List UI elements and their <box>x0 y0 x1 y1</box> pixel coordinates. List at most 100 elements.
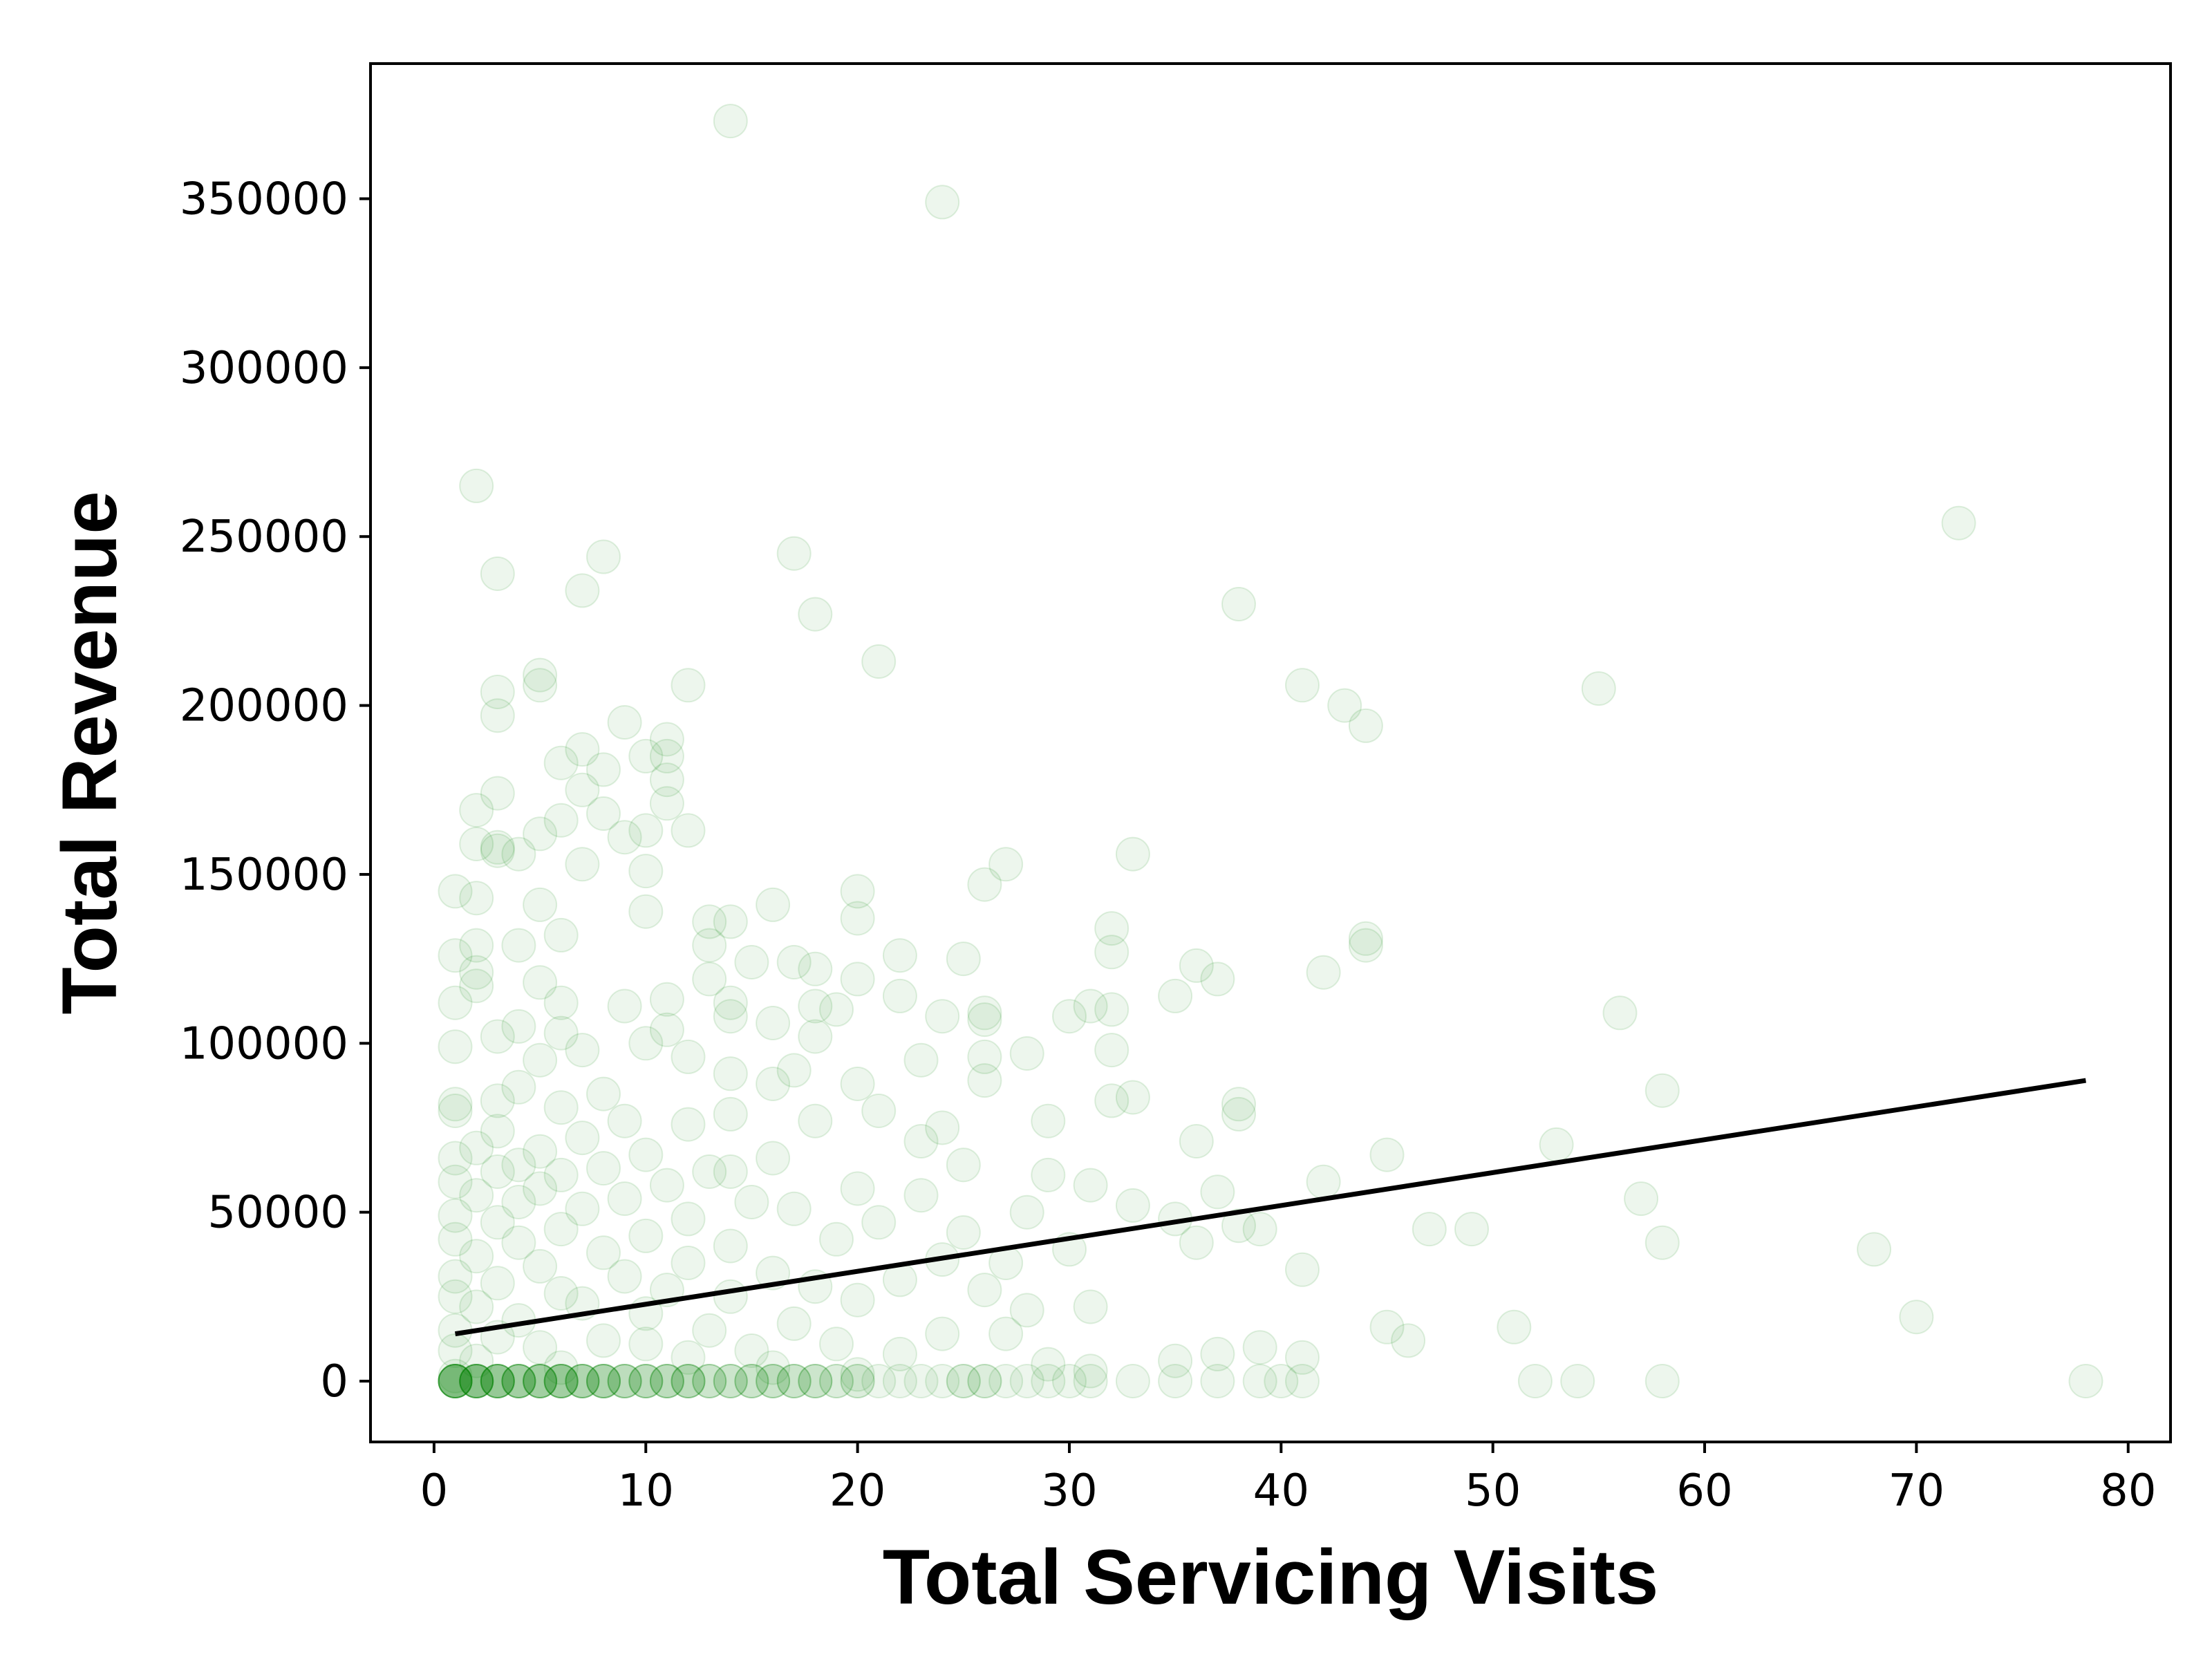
scatter-point <box>756 1364 791 1398</box>
scatter-point <box>438 1364 473 1398</box>
scatter-point <box>967 1364 1002 1398</box>
scatter-point <box>523 1364 558 1398</box>
scatter-point <box>946 941 981 977</box>
scatter-point <box>543 1364 579 1398</box>
scatter-point <box>671 1039 706 1074</box>
scatter-point <box>1369 1309 1405 1344</box>
scatter-point <box>692 1313 727 1348</box>
scatter-point <box>523 1364 558 1398</box>
scatter-point <box>967 1063 1002 1098</box>
scatter-point <box>649 1012 684 1047</box>
scatter-point <box>438 1279 473 1314</box>
scatter-point <box>861 644 897 679</box>
scatter-point <box>925 999 960 1034</box>
scatter-point <box>756 1006 791 1040</box>
scatter-point <box>840 962 875 997</box>
scatter-point <box>798 1103 833 1138</box>
scatter-point <box>840 1357 875 1392</box>
x-tick-label: 70 <box>1888 1465 1944 1517</box>
scatter-point <box>459 1239 494 1274</box>
scatter-point <box>1941 505 1976 541</box>
scatter-point <box>756 1350 791 1385</box>
scatter-point <box>628 738 664 774</box>
scatter-point <box>607 1364 642 1398</box>
y-ticks: 0 50000 100000 150000 200000 250000 300000 3500… <box>180 174 371 1407</box>
scatter-point <box>2068 1364 2103 1398</box>
scatter-point <box>671 1340 706 1375</box>
y-tick-label: 250000 <box>180 512 348 563</box>
scatter-point <box>1115 836 1150 872</box>
scatter-point <box>1073 988 1108 1024</box>
scatter-point <box>501 1364 536 1398</box>
scatter-point <box>819 1327 854 1362</box>
scatter-point <box>882 978 917 1013</box>
scatter-point <box>480 1019 515 1054</box>
scatter-point <box>671 1364 706 1398</box>
scatter-point <box>776 1364 812 1398</box>
scatter-point <box>903 1364 939 1398</box>
scatter-point <box>1285 1340 1320 1375</box>
scatter-point <box>628 1218 664 1253</box>
scatter-point <box>543 1364 579 1398</box>
y-tick-label: 350000 <box>180 174 348 225</box>
scatter-point <box>713 1364 748 1398</box>
scatter-point <box>586 1364 621 1398</box>
scatter-point <box>1857 1232 1892 1267</box>
x-tick-label: 60 <box>1676 1465 1732 1517</box>
scatter-point <box>438 1259 473 1294</box>
scatter-point <box>607 988 642 1024</box>
scatter-point <box>882 938 917 973</box>
scatter-point <box>1009 1293 1044 1328</box>
scatter-point <box>438 1364 473 1398</box>
scatter-point <box>438 1364 473 1398</box>
y-tick-label: 50000 <box>207 1188 348 1239</box>
scatter-point <box>523 965 558 1000</box>
scatter-point <box>565 1033 600 1068</box>
scatter-point <box>543 1212 579 1247</box>
scatter-point <box>925 185 960 220</box>
scatter-point <box>480 1364 515 1398</box>
scatter-point <box>480 1364 515 1398</box>
x-tick-label: 80 <box>2100 1465 2156 1517</box>
scatter-point <box>480 1114 515 1149</box>
scatter-point <box>798 1364 833 1398</box>
scatter-point <box>459 1364 494 1398</box>
scatter-point <box>438 1358 473 1394</box>
scatter-point <box>628 1327 664 1362</box>
scatter-point <box>607 820 642 855</box>
scatter-point <box>438 1364 473 1398</box>
x-tick-label: 0 <box>420 1465 449 1517</box>
scatter-point <box>565 847 600 882</box>
scatter-point <box>607 705 642 740</box>
scatter-point <box>1221 1087 1256 1122</box>
scatter-point <box>967 1039 1002 1074</box>
scatter-point <box>586 1364 621 1398</box>
scatter-point <box>628 1364 664 1398</box>
scatter-point <box>649 1364 684 1398</box>
x-axis-title: Total Servicing Visits <box>883 1534 1658 1620</box>
scatter-point <box>776 1053 812 1088</box>
scatter-point <box>459 1364 494 1398</box>
scatter-point <box>671 1107 706 1142</box>
scatter-point <box>1094 935 1130 970</box>
scatter-point <box>1517 1364 1553 1398</box>
scatter-point <box>480 833 515 868</box>
scatter-point <box>1158 1343 1193 1378</box>
scatter-point <box>734 1185 769 1219</box>
scatter-point <box>671 1364 706 1398</box>
scatter-point <box>459 1364 494 1398</box>
scatter-point <box>543 745 579 780</box>
scatter-point <box>671 1246 706 1280</box>
scatter-point <box>480 1364 515 1398</box>
scatter-point <box>692 928 727 963</box>
scatter-point <box>480 1364 515 1398</box>
scatter-point <box>459 1364 494 1398</box>
scatter-point <box>501 1364 536 1398</box>
scatter-point <box>459 955 494 990</box>
scatter-point <box>1369 1137 1405 1172</box>
scatter-point <box>480 1364 515 1398</box>
scatter-point <box>1009 1036 1044 1071</box>
scatter-point <box>607 1181 642 1217</box>
scatter-point <box>756 1364 791 1398</box>
scatter-point <box>1094 1033 1130 1068</box>
